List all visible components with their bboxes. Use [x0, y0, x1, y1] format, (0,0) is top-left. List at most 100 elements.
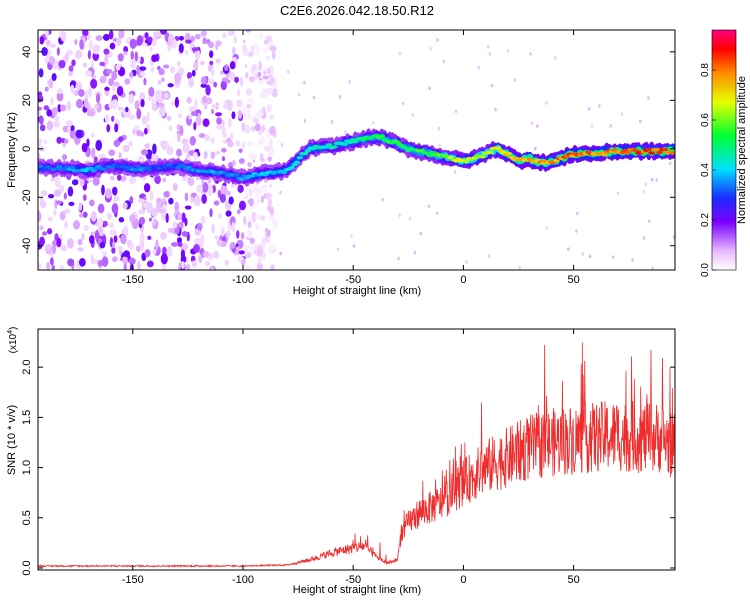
noise-blob — [88, 39, 93, 51]
noise-blob — [229, 61, 236, 70]
noise-blob — [181, 260, 185, 270]
noise-blob — [273, 221, 278, 230]
noise-blob — [118, 152, 122, 159]
noise-blob — [372, 120, 375, 125]
y-tick-label: 40 — [21, 46, 33, 58]
x-tick-label: -150 — [122, 274, 144, 286]
noise-blob — [153, 31, 161, 38]
noise-blob — [251, 64, 257, 70]
noise-blob — [545, 101, 548, 105]
snr-y-ticks: 0.0 0.5 1.0 1.5 2.0 — [21, 360, 675, 576]
figure-title: C2E6.2026.042.18.50.R12 — [280, 3, 434, 18]
noise-blob — [121, 175, 127, 182]
ridge-mark — [296, 155, 304, 160]
noise-blob — [38, 138, 43, 144]
noise-blob — [224, 99, 232, 105]
colorbar-frame — [711, 29, 737, 271]
noise-blob — [513, 78, 517, 82]
noise-blob — [642, 190, 645, 194]
noise-blob — [257, 257, 262, 265]
noise-blob — [123, 250, 131, 258]
noise-blob — [46, 261, 51, 270]
noise-blob — [215, 42, 219, 50]
noise-blob — [247, 244, 255, 255]
ridge-mark — [145, 168, 153, 172]
noise-blob — [81, 233, 85, 240]
noise-blob — [260, 195, 264, 203]
noise-blob — [181, 230, 188, 237]
spectrogram-x-label: Height of straight line (km) — [293, 285, 421, 297]
noise-blob — [68, 201, 75, 207]
noise-blob — [75, 129, 83, 139]
ridge-mark — [378, 134, 386, 138]
noise-blob — [146, 111, 150, 123]
noise-blob — [567, 247, 570, 251]
noise-blob — [112, 241, 116, 248]
noise-blob — [264, 227, 269, 234]
noise-blob — [148, 217, 152, 222]
spectrogram-x-ticks: -150 -100 -50 0 50 — [122, 30, 580, 286]
noise-blob — [63, 192, 67, 200]
noise-blob — [40, 196, 44, 204]
y-tick-label: 0.0 — [21, 560, 33, 575]
noise-blob — [62, 125, 70, 133]
x-tick-label: -50 — [345, 274, 361, 286]
noise-blob — [149, 46, 153, 52]
noise-blob — [143, 182, 151, 193]
noise-blob — [256, 186, 264, 195]
noise-blob — [209, 50, 214, 58]
noise-blob — [90, 132, 95, 138]
noise-blob — [136, 64, 140, 76]
noise-blob — [220, 185, 228, 195]
noise-blob — [253, 45, 261, 55]
noise-blob — [588, 106, 591, 111]
noise-blob — [248, 204, 255, 210]
y-tick-label: 20 — [21, 94, 33, 106]
colorbar-gradient — [712, 30, 736, 270]
noise-blob — [209, 208, 213, 218]
noise-blob — [245, 187, 249, 198]
noise-blob — [191, 260, 198, 268]
noise-blob — [128, 141, 134, 147]
noise-blob — [160, 253, 168, 265]
noise-blob — [211, 103, 218, 109]
noise-blob — [226, 230, 231, 239]
noise-blob — [655, 178, 658, 182]
noise-blob — [229, 71, 236, 81]
noise-blob — [99, 241, 106, 249]
noise-blob — [150, 66, 155, 73]
noise-blob — [144, 127, 148, 135]
noise-blob — [178, 43, 184, 54]
noise-blob — [262, 158, 265, 163]
ridge-mark — [280, 170, 288, 175]
noise-blob — [129, 71, 134, 78]
noise-blob — [190, 111, 197, 117]
ridge-mark — [185, 165, 192, 170]
noise-blob — [113, 139, 121, 147]
noise-blob — [79, 212, 84, 218]
noise-blob — [39, 36, 45, 45]
noise-blob — [238, 255, 244, 262]
noise-blob — [227, 141, 234, 148]
noise-blob — [330, 119, 334, 124]
noise-blob — [221, 147, 227, 153]
ridge-mark — [238, 177, 245, 182]
noise-blob — [252, 159, 256, 163]
noise-blob — [144, 143, 150, 149]
noise-blob — [77, 247, 84, 252]
noise-blob — [89, 235, 95, 244]
noise-blob — [419, 231, 422, 236]
noise-blob — [257, 71, 262, 78]
ridge-mark — [495, 146, 502, 150]
noise-blob — [129, 38, 137, 50]
snr-x-ticks: -150 -100 -50 0 50 — [122, 329, 580, 586]
noise-blob — [494, 107, 497, 112]
noise-blob — [106, 212, 112, 220]
noise-blob — [74, 39, 78, 46]
noise-blob — [297, 92, 301, 97]
noise-blob — [53, 209, 57, 216]
noise-blob — [204, 134, 211, 142]
noise-blob — [149, 190, 154, 202]
noise-blob — [111, 115, 115, 122]
noise-blob — [240, 232, 245, 240]
